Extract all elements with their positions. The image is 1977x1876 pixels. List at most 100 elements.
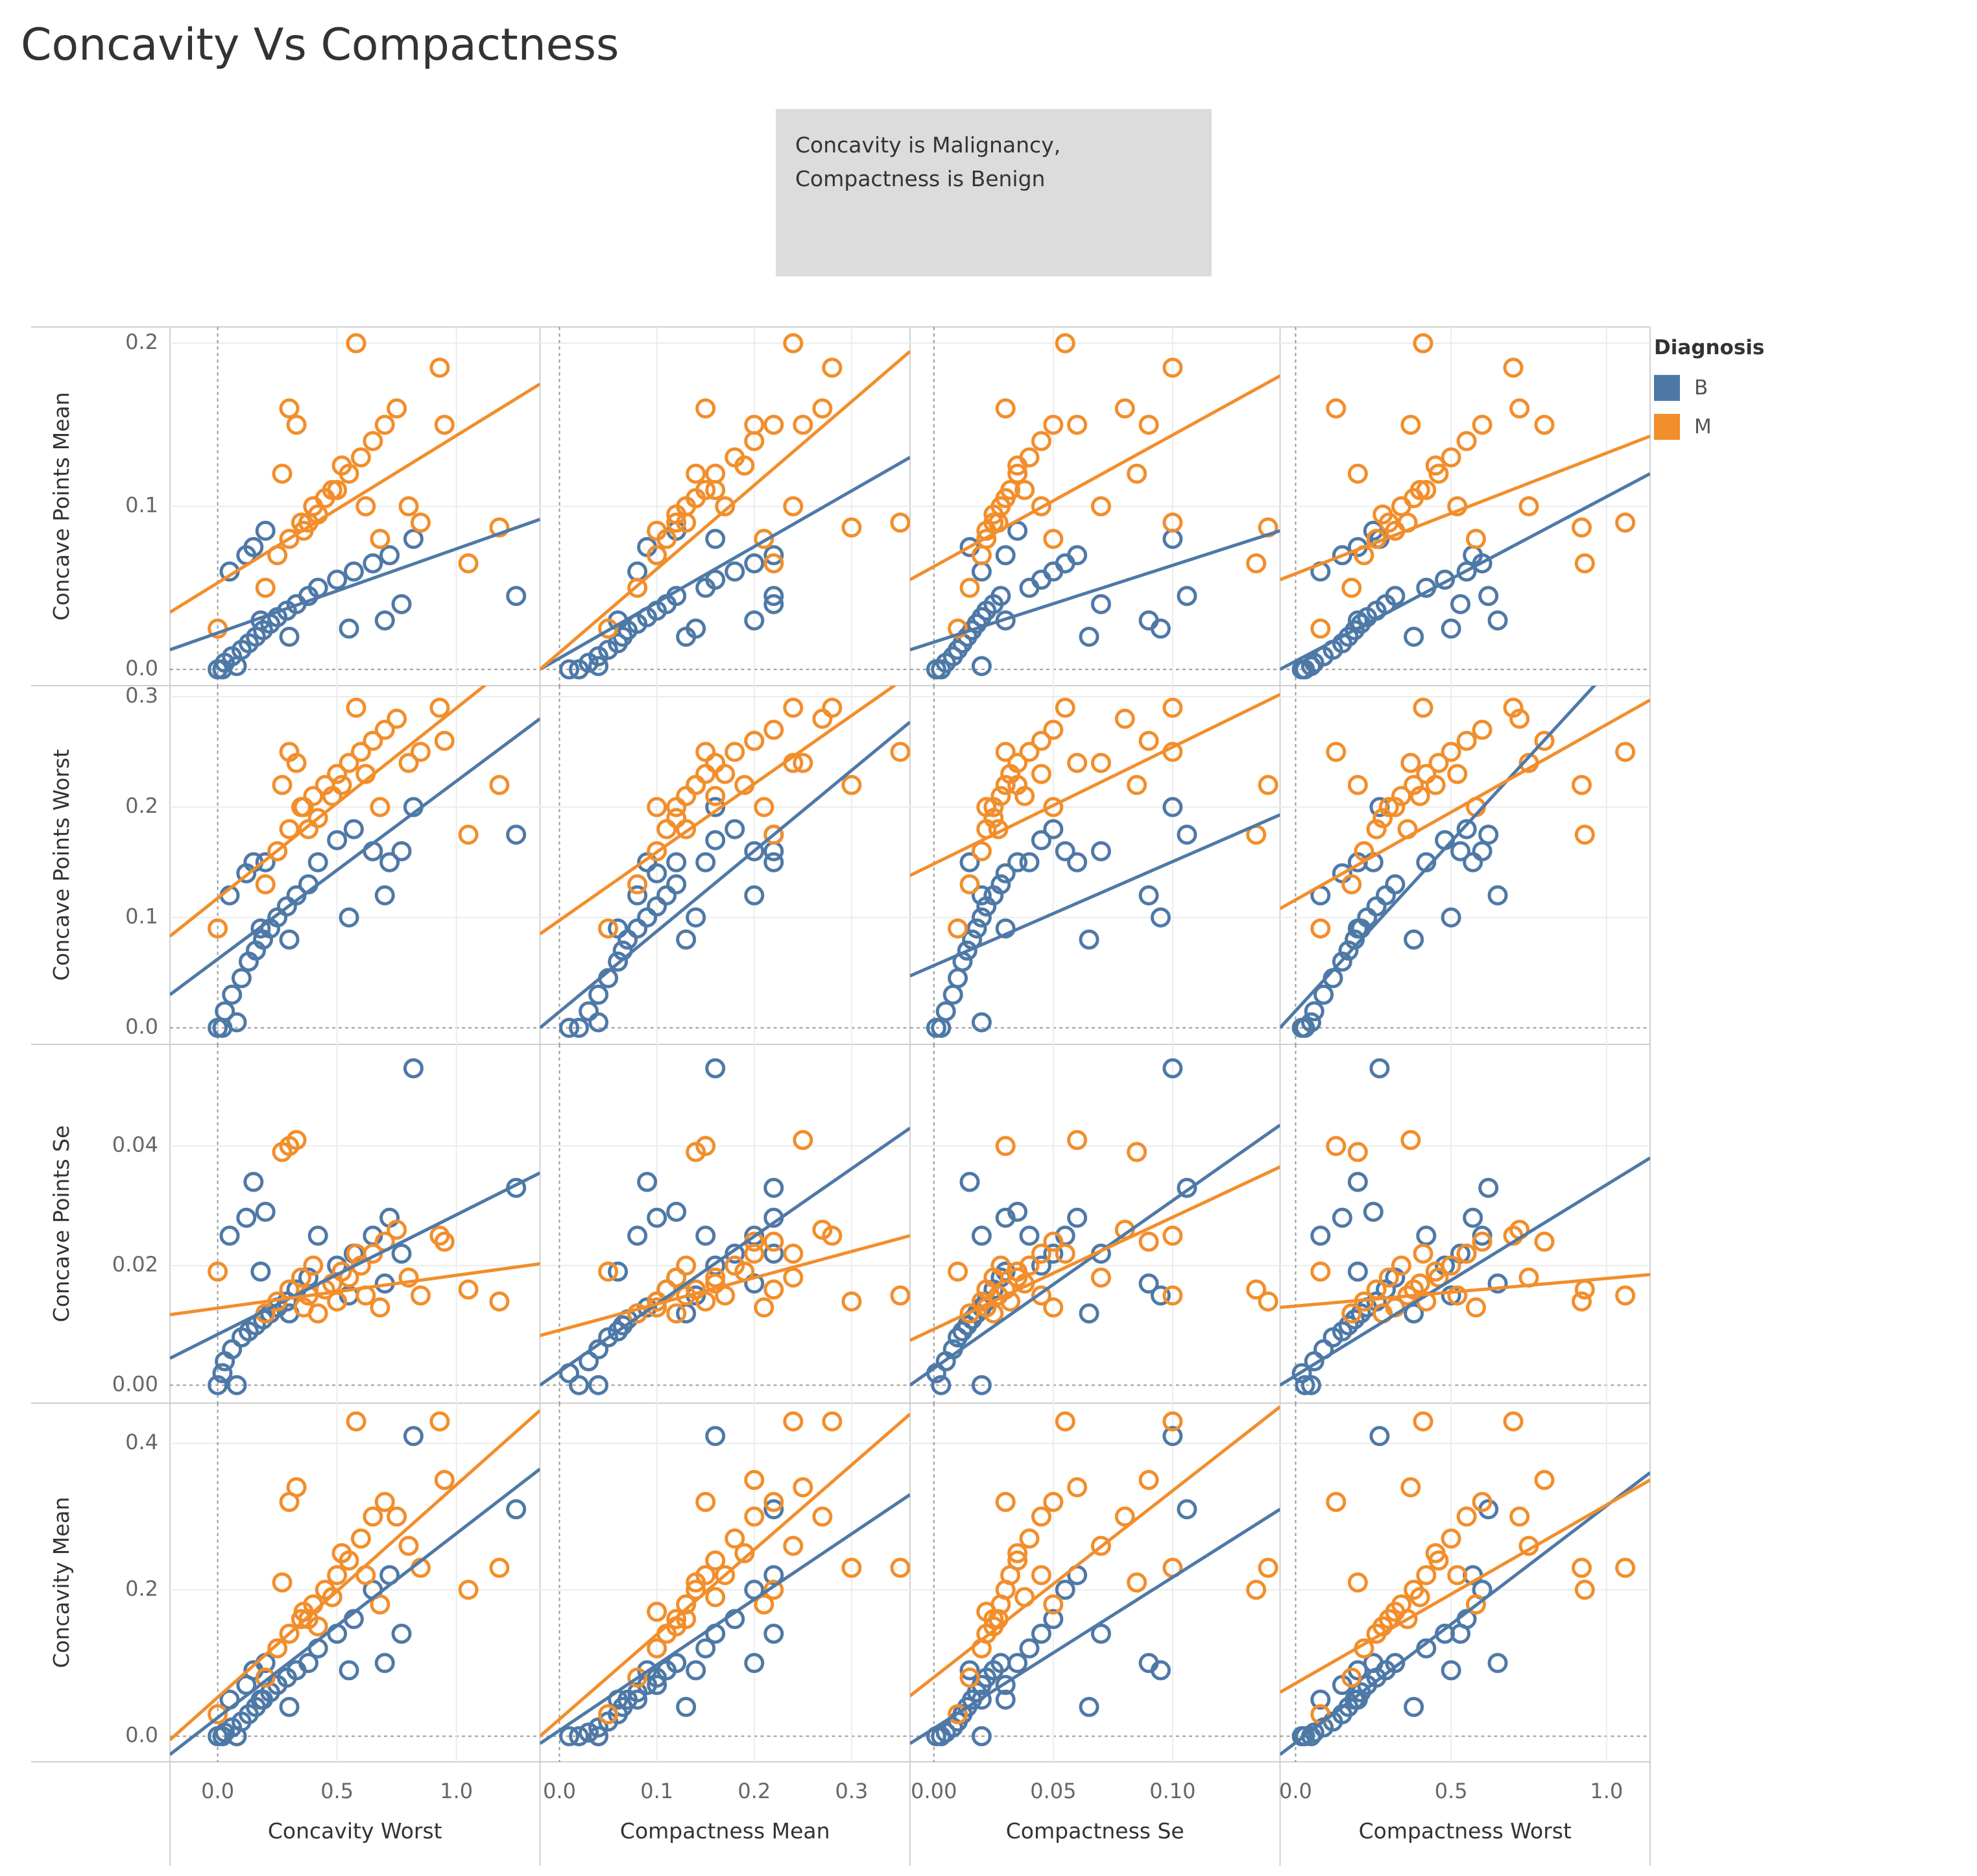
point-m [370, 797, 390, 817]
point-m [1138, 1470, 1159, 1490]
point-m [374, 415, 395, 435]
point-m [1043, 1491, 1064, 1512]
panel-r3-c1 [540, 1403, 910, 1762]
point-b [656, 885, 677, 906]
trend-line-m [910, 374, 1280, 581]
point-b [212, 659, 233, 680]
point-b [255, 852, 276, 872]
point-m [1138, 415, 1159, 435]
point-m [744, 415, 765, 435]
point-b [250, 918, 271, 939]
point-m [715, 496, 736, 516]
point-b [1363, 1201, 1384, 1222]
point-m [1466, 1297, 1487, 1318]
point-b [995, 1689, 1016, 1710]
point-b [1450, 841, 1471, 861]
legend-item-b[interactable]: B [1654, 368, 1764, 407]
point-m [1372, 808, 1393, 828]
point-b [569, 1726, 590, 1746]
point-m [754, 1594, 774, 1615]
point-b [942, 984, 963, 1005]
point-b [1404, 1303, 1424, 1324]
point-m [1503, 357, 1524, 378]
point-m [1391, 786, 1411, 806]
point-m [666, 1303, 687, 1324]
point-m [1416, 1565, 1437, 1585]
point-m [1127, 463, 1147, 484]
point-m [1413, 1411, 1433, 1432]
point-m [434, 1470, 455, 1490]
point-m [1378, 797, 1399, 817]
point-b [1079, 1303, 1099, 1324]
point-b [1067, 1207, 1088, 1228]
point-b [1487, 610, 1508, 631]
point-m [1447, 1285, 1468, 1306]
point-m [267, 841, 288, 861]
point-m [1246, 1580, 1267, 1600]
point-m [1472, 415, 1492, 435]
point-m [1246, 1279, 1267, 1300]
panel-r1-c2 [910, 686, 1280, 1044]
point-m [272, 775, 293, 795]
point-m [1090, 496, 1111, 516]
point-m [293, 1297, 314, 1318]
point-m [350, 1528, 371, 1549]
point-m [1574, 1580, 1595, 1600]
point-m [327, 764, 348, 784]
point-m [744, 730, 765, 751]
x-tick-label: 0.05 [1030, 1779, 1076, 1803]
x-tick-label: 0.3 [835, 1779, 868, 1803]
point-m [272, 463, 293, 484]
point-m [1031, 1285, 1051, 1306]
point-m [705, 752, 726, 773]
point-m [647, 1638, 667, 1659]
point-m [783, 1411, 804, 1432]
point-b [637, 1172, 658, 1192]
point-m [1007, 752, 1028, 773]
point-b [1043, 1244, 1064, 1264]
annotation-box: Concavity is Malignancy, Compactness is … [776, 109, 1212, 276]
point-m [647, 520, 667, 541]
legend-item-m[interactable]: M [1654, 407, 1764, 446]
trend-line-m [170, 1262, 540, 1317]
point-m [695, 1291, 716, 1312]
point-m [1341, 1303, 1362, 1324]
point-b [1031, 1255, 1051, 1276]
point-b [617, 929, 638, 950]
point-m [286, 1477, 307, 1498]
point-m [1258, 775, 1278, 795]
point-m [995, 741, 1016, 762]
point-b [1385, 586, 1406, 607]
point-m [598, 1704, 619, 1725]
point-m [1447, 1565, 1468, 1585]
point-b [763, 586, 784, 607]
point-b [1363, 1653, 1384, 1674]
point-m [291, 1267, 311, 1288]
point-b [1079, 1696, 1099, 1717]
point-b [243, 536, 264, 557]
point-m [1127, 775, 1147, 795]
point-m [812, 1220, 833, 1240]
point-b [1338, 1315, 1359, 1336]
point-m [1534, 1231, 1555, 1252]
point-m [1372, 504, 1393, 525]
point-m [286, 752, 307, 773]
point-b [1385, 874, 1406, 895]
point-m [1007, 463, 1028, 484]
point-m [429, 1411, 450, 1432]
point-b [1150, 1660, 1171, 1681]
point-b [1055, 553, 1075, 573]
trend-line-b [1280, 1471, 1650, 1756]
point-m [841, 775, 862, 795]
panel-r0-c1 [540, 327, 910, 686]
point-m [1019, 1528, 1040, 1549]
x-tick-label: 0.1 [640, 1779, 673, 1803]
point-m [1043, 1231, 1064, 1252]
point-b [686, 907, 706, 928]
point-m [1007, 1261, 1028, 1282]
point-m [1326, 741, 1347, 762]
panel-r1-c0 [170, 686, 540, 1044]
point-m [695, 764, 716, 784]
point-b [1369, 1426, 1390, 1447]
point-m [279, 398, 300, 419]
